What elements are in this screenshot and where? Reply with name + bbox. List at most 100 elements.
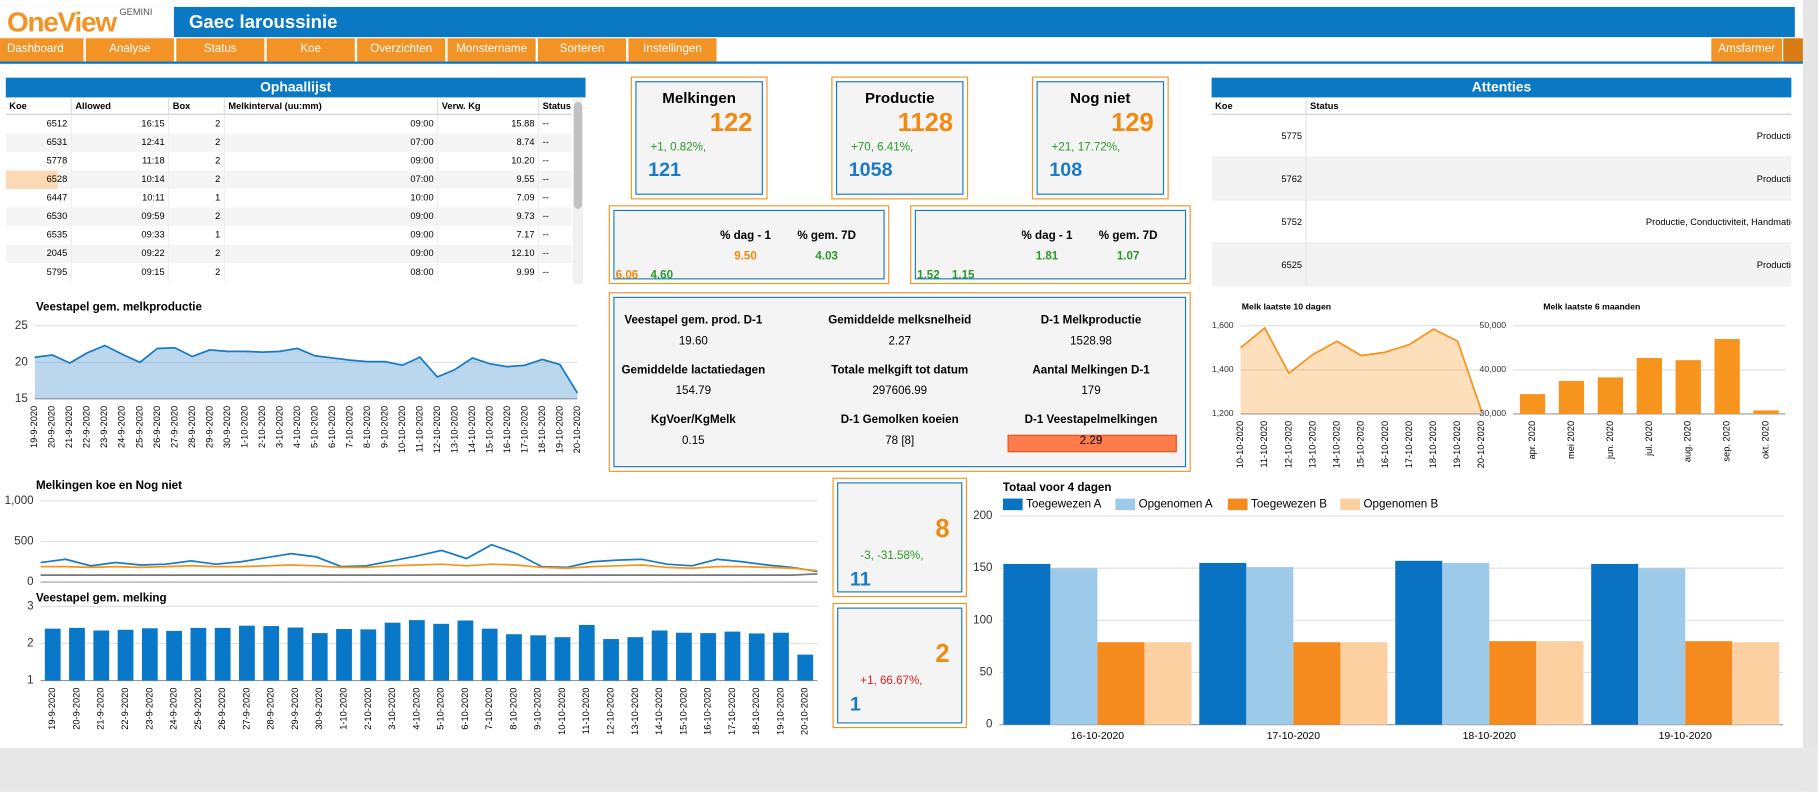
card: Melkingen 122 +1, 0.82%, 121	[630, 76, 768, 200]
x-tick-label: 19-10-2020	[1659, 731, 1713, 742]
header-bar	[0, 6, 1795, 38]
user-dropdown[interactable]	[1783, 38, 1803, 62]
bar	[1050, 568, 1098, 725]
x-tick-label: 12-10-2020	[606, 688, 616, 735]
kpi-title: Melkingen	[662, 89, 736, 107]
table-cell: 09:15	[71, 262, 170, 282]
x-tick-label: 26-9-2020	[152, 406, 162, 448]
card-inner: 2 +1, 66.67%, 1	[837, 607, 963, 724]
stat-label: D-1 Melkproductie	[1040, 314, 1142, 327]
kpi-value: 1128	[897, 107, 954, 137]
alert-header: % dag - 1	[1021, 229, 1073, 243]
x-tick-label: 6-10-2020	[327, 406, 337, 448]
table-cell: 9.73	[437, 206, 540, 226]
table-cell: 8.74	[437, 132, 540, 152]
table-cell: --	[538, 114, 572, 133]
bar	[724, 631, 741, 681]
table-cell: 2	[168, 206, 225, 226]
bar	[117, 629, 134, 681]
bar	[1003, 563, 1051, 725]
nav-underline	[0, 61, 1803, 64]
table-cell: 10:14	[71, 169, 170, 189]
header-row: Koe Status	[1211, 98, 1792, 115]
table-row[interactable]: 6525Productie	[1211, 242, 1792, 287]
table-cell: 09:33	[71, 225, 170, 245]
nav-item[interactable]: Dashboard	[0, 38, 84, 62]
card: % dag - 1 1.81 1.52 % gem. 7D 1.07 1.15	[910, 205, 1191, 285]
bar	[360, 629, 377, 681]
stat-value: 1528.98	[1070, 335, 1112, 348]
alert-header: % gem. 7D	[797, 229, 856, 243]
stat-value: 78 [8]	[885, 434, 915, 448]
table-row[interactable]: 6535 09:33 1 09:00 7.17 --	[5, 225, 572, 245]
column-header: Status	[1306, 98, 1792, 115]
bar	[408, 620, 425, 681]
y-tick-label: 3	[27, 600, 33, 612]
nav-item[interactable]: Overzichten	[357, 38, 446, 62]
kpi-change: +21, 17.72%,	[1051, 141, 1121, 155]
x-tick-label: 29-9-2020	[204, 406, 214, 448]
nav-item[interactable]: Analyse	[85, 38, 174, 62]
bar	[263, 626, 280, 681]
table-row[interactable]: 5752 Productie, Conductiviteit, Handmatig	[1211, 200, 1792, 244]
x-tick-label: 16-10-2020	[1380, 421, 1390, 468]
table: KoeStatus5775Productie5762Productie5752P…	[1211, 98, 1792, 287]
x-tick-label: 12-10-2020	[432, 406, 442, 453]
nav-item[interactable]: Instellingen	[628, 38, 717, 62]
bar	[603, 639, 619, 681]
bar	[530, 635, 547, 681]
nav-item[interactable]: Status	[176, 38, 265, 62]
table-row[interactable]: 6528 10:14 2 07:00 9.55 --	[5, 169, 572, 189]
x-tick-label: aug. 2020	[1683, 421, 1693, 462]
alert-header: % dag - 1	[720, 229, 771, 243]
x-tick-label: 18-10-2020	[751, 688, 761, 735]
table-row[interactable]: 2045 09:22 2 09:00 12.10 --	[5, 244, 572, 263]
x-tick-label: 21-9-2020	[96, 688, 106, 730]
x-tick-label: 29-9-2020	[290, 688, 300, 730]
nav-item[interactable]: Koe	[266, 38, 355, 62]
table-cell: 5778	[5, 151, 72, 170]
alert-value: 1.81	[1035, 250, 1059, 264]
kpi-title: Nog niet	[1070, 89, 1131, 107]
table-cell: 09:00	[224, 225, 439, 245]
table-cell: 5775	[1211, 114, 1307, 158]
x-tick-label: 18-10-2020	[1428, 421, 1438, 468]
nav-item[interactable]: Sorteren	[537, 38, 627, 62]
column-header: Status	[538, 98, 572, 115]
y-tick-label: 50	[980, 667, 993, 679]
card-previous: 1	[849, 693, 861, 716]
table-row[interactable]: 5795 09:15 2 08:00 9.99 --	[5, 262, 572, 282]
table-cell: 6530	[5, 206, 72, 226]
stat-value: 179	[1081, 384, 1101, 398]
legend-swatch	[1227, 498, 1248, 511]
logo[interactable]: OneView	[6, 6, 117, 39]
column-header: Koe	[1211, 98, 1307, 115]
table-row[interactable]: 6447 10:11 1 10:00 7.09 --	[5, 188, 572, 207]
x-tick-label: okt. 2020	[1761, 421, 1771, 459]
x-tick-label: 19-9-2020	[47, 688, 57, 730]
table-cell: Productie	[1306, 114, 1792, 158]
table-row[interactable]: 6531 12:41 2 07:00 8.74 --	[5, 132, 572, 152]
card-inner: % dag - 1 1.81 1.52 % gem. 7D 1.07 1.15	[914, 209, 1187, 282]
table-row[interactable]: 5778 11:18 2 09:00 10.20 --	[5, 151, 572, 170]
scrollbar[interactable]	[572, 98, 584, 285]
table-row[interactable]: 5762Productie	[1211, 157, 1792, 201]
nav-item[interactable]: Monstername	[447, 38, 536, 62]
user-menu[interactable]: Amsfarmer	[1711, 38, 1783, 62]
footer	[0, 747, 1818, 792]
bar	[1636, 357, 1662, 414]
column-header: Koe	[5, 98, 72, 115]
table-row[interactable]: 5775Productie	[1211, 114, 1792, 158]
table-row[interactable]: 6530 09:59 2 09:00 9.73 --	[5, 206, 572, 226]
card-inner: Melkingen 122 +1, 0.82%, 121	[635, 81, 763, 195]
bar	[1144, 642, 1192, 725]
bar	[1519, 394, 1546, 414]
table-cell: 12:41	[71, 132, 170, 152]
table-cell: 1	[168, 188, 225, 207]
table-cell: 09:00	[224, 206, 439, 226]
header-row: Koe Allowed Box Melkinterval (uu:mm) Verw. K…	[5, 98, 572, 115]
legend-label: Opgenomen B	[1364, 498, 1439, 510]
table-row[interactable]: 6512 16:15 2 09:00 15.88 --	[5, 114, 572, 133]
card-inner: % dag - 1 9.50 6.06 % gem. 7D 4.03 4.60	[613, 209, 885, 282]
table-cell: 12.10	[437, 244, 540, 263]
